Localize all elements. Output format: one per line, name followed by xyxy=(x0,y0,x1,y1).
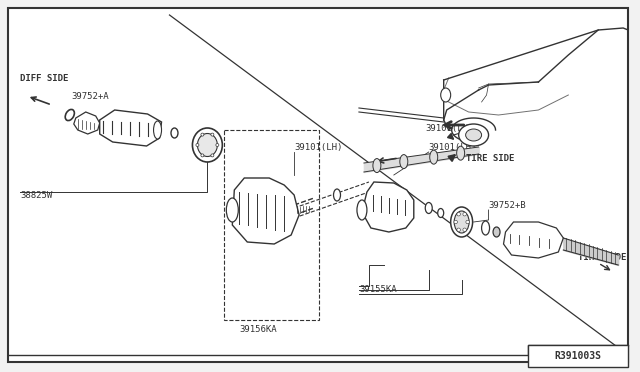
Text: R391003S: R391003S xyxy=(555,351,602,361)
Polygon shape xyxy=(100,110,161,146)
Ellipse shape xyxy=(216,144,219,147)
Ellipse shape xyxy=(196,144,199,147)
Ellipse shape xyxy=(493,227,500,237)
Ellipse shape xyxy=(171,128,178,138)
Ellipse shape xyxy=(463,228,467,231)
Ellipse shape xyxy=(438,208,444,218)
Ellipse shape xyxy=(454,211,469,233)
Ellipse shape xyxy=(193,128,222,162)
Text: 39752+B: 39752+B xyxy=(488,201,526,209)
Ellipse shape xyxy=(481,221,490,235)
Ellipse shape xyxy=(429,150,438,164)
Ellipse shape xyxy=(201,133,204,136)
Ellipse shape xyxy=(441,88,451,102)
Ellipse shape xyxy=(425,202,432,214)
Text: 39101(LH): 39101(LH) xyxy=(426,124,474,132)
Ellipse shape xyxy=(357,200,367,220)
Ellipse shape xyxy=(197,134,218,157)
Polygon shape xyxy=(504,222,563,258)
Ellipse shape xyxy=(454,220,458,224)
Ellipse shape xyxy=(211,154,214,157)
Text: TIRE SIDE: TIRE SIDE xyxy=(579,253,627,263)
Polygon shape xyxy=(232,178,299,244)
Ellipse shape xyxy=(463,212,467,216)
Polygon shape xyxy=(74,112,100,134)
Text: 39101(LH): 39101(LH) xyxy=(429,142,477,151)
Ellipse shape xyxy=(154,121,161,139)
Ellipse shape xyxy=(400,155,408,169)
Ellipse shape xyxy=(457,228,460,231)
Ellipse shape xyxy=(466,129,481,141)
Text: 39156KA: 39156KA xyxy=(239,326,277,334)
Ellipse shape xyxy=(457,212,460,216)
Ellipse shape xyxy=(201,154,204,157)
Ellipse shape xyxy=(457,146,465,160)
Bar xyxy=(225,130,319,320)
Ellipse shape xyxy=(459,124,488,146)
Text: 39752+A: 39752+A xyxy=(72,92,109,100)
Text: TIRE SIDE: TIRE SIDE xyxy=(466,154,514,163)
Ellipse shape xyxy=(227,198,238,222)
Ellipse shape xyxy=(466,220,469,224)
Ellipse shape xyxy=(211,133,214,136)
Ellipse shape xyxy=(451,207,472,237)
Text: DIFF SIDE: DIFF SIDE xyxy=(20,74,68,83)
Polygon shape xyxy=(362,182,414,232)
Ellipse shape xyxy=(333,189,340,201)
Bar xyxy=(529,345,628,367)
Ellipse shape xyxy=(373,158,381,173)
Text: 39101(LH): 39101(LH) xyxy=(294,142,342,151)
Ellipse shape xyxy=(65,109,74,121)
Text: 39155KA: 39155KA xyxy=(359,285,397,295)
Text: 38825W: 38825W xyxy=(20,190,52,199)
